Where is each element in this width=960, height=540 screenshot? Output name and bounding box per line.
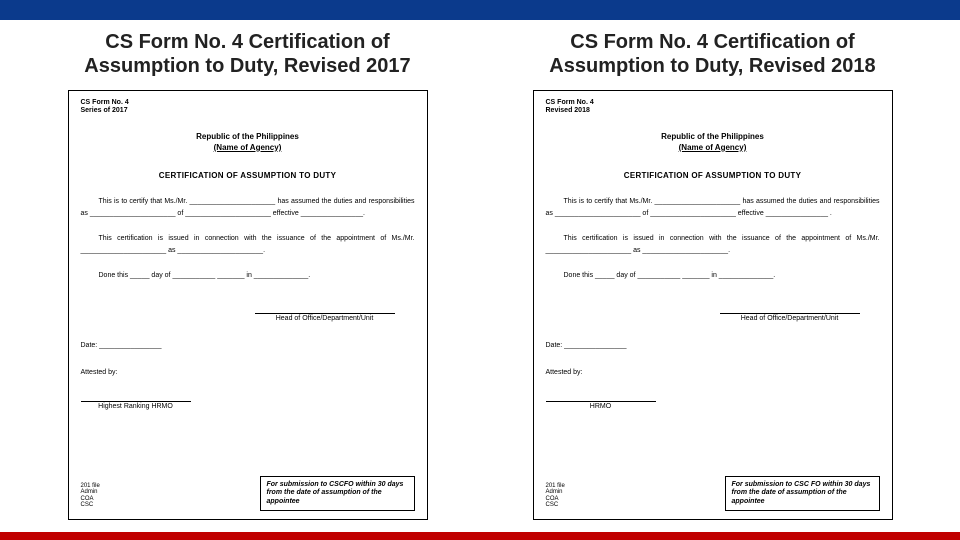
done-line: Done this _____ day of ___________ _____… <box>546 270 880 283</box>
hrmo-block: Highest Ranking HRMO <box>81 401 415 411</box>
republic-line: Republic of the Philippines <box>546 132 880 142</box>
cert-title: CERTIFICATION OF ASSUMPTION TO DUTY <box>81 171 415 181</box>
doc-header: CS Form No. 4 Series of 2017 <box>81 99 415 114</box>
doc-header: CS Form No. 4 Revised 2018 <box>546 99 880 114</box>
sig-label: Head of Office/Department/Unit <box>255 313 395 323</box>
heading-line-1: CS Form No. 4 Certification of <box>570 31 854 53</box>
attested-by: Attested by: <box>546 368 880 377</box>
right-document: CS Form No. 4 Revised 2018 Republic of t… <box>533 90 893 520</box>
heading-line-2: Assumption to Duty, Revised 2017 <box>84 55 410 77</box>
left-heading: CS Form No. 4 Certification of Assumptio… <box>84 30 410 78</box>
bottom-bar <box>0 532 960 540</box>
signature-block: Head of Office/Department/Unit <box>546 313 880 323</box>
dist-item: CSC <box>546 502 565 509</box>
right-column: CS Form No. 4 Certification of Assumptio… <box>495 30 930 520</box>
right-heading: CS Form No. 4 Certification of Assumptio… <box>549 30 875 78</box>
hrmo-label: Highest Ranking HRMO <box>81 401 191 411</box>
form-no: CS Form No. 4 <box>81 99 415 107</box>
top-bar <box>0 0 960 20</box>
dist-item: Admin <box>546 489 565 496</box>
series: Series of 2017 <box>81 107 415 115</box>
distribution-list: 201 file Admin COA CSC <box>546 483 565 509</box>
date-line: Date: ________________ <box>81 341 415 350</box>
sig-label: Head of Office/Department/Unit <box>720 313 860 323</box>
series: Revised 2018 <box>546 107 880 115</box>
paragraph-2: This certification is issued in connecti… <box>546 233 880 258</box>
left-column: CS Form No. 4 Certification of Assumptio… <box>30 30 465 520</box>
dist-item: CSC <box>81 502 100 509</box>
dist-item: Admin <box>81 489 100 496</box>
dist-header: 201 file <box>546 483 565 490</box>
content-columns: CS Form No. 4 Certification of Assumptio… <box>0 20 960 540</box>
agency-line: (Name of Agency) <box>81 143 415 153</box>
distribution-list: 201 file Admin COA CSC <box>81 483 100 509</box>
signature-block: Head of Office/Department/Unit <box>81 313 415 323</box>
republic-line: Republic of the Philippines <box>81 132 415 142</box>
heading-line-1: CS Form No. 4 Certification of <box>105 31 389 53</box>
dist-header: 201 file <box>81 483 100 490</box>
submission-box: For submission to CSCFO within 30 days f… <box>260 476 415 511</box>
paragraph-1: This is to certify that Ms./Mr. ________… <box>81 196 415 221</box>
attested-by: Attested by: <box>81 368 415 377</box>
done-line: Done this _____ day of ___________ _____… <box>81 270 415 283</box>
heading-line-2: Assumption to Duty, Revised 2018 <box>549 55 875 77</box>
date-line: Date: ________________ <box>546 341 880 350</box>
hrmo-label: HRMO <box>546 401 656 411</box>
left-document: CS Form No. 4 Series of 2017 Republic of… <box>68 90 428 520</box>
agency-line: (Name of Agency) <box>546 143 880 153</box>
dist-item: COA <box>546 496 565 503</box>
dist-item: COA <box>81 496 100 503</box>
form-no: CS Form No. 4 <box>546 99 880 107</box>
submission-box: For submission to CSC FO within 30 days … <box>725 476 880 511</box>
hrmo-block: HRMO <box>546 401 880 411</box>
paragraph-2: This certification is issued in connecti… <box>81 233 415 258</box>
paragraph-1: This is to certify that Ms./Mr. ________… <box>546 196 880 221</box>
cert-title: CERTIFICATION OF ASSUMPTION TO DUTY <box>546 171 880 181</box>
